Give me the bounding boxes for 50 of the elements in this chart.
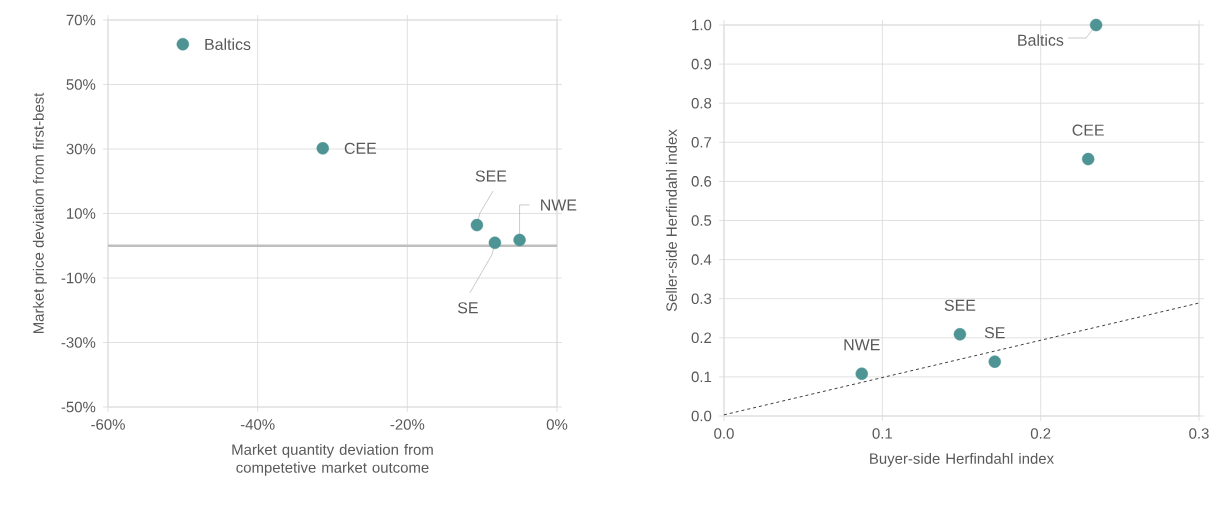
y-tick-label: -10% xyxy=(61,272,96,284)
y-tick-label: -30% xyxy=(61,337,96,348)
y-tick-label: 0.8 xyxy=(691,97,712,109)
y-tick-label: 0.0 xyxy=(691,410,712,422)
x-tick-label: -40% xyxy=(240,419,275,430)
annotation: Baltics xyxy=(205,38,251,51)
x-tick-label: 0.1 xyxy=(872,428,892,439)
y-tick-label: 0.9 xyxy=(691,58,712,70)
point xyxy=(488,236,502,250)
x-tick-label: 0.0 xyxy=(714,428,734,439)
point xyxy=(855,367,868,380)
y-tick-label: 0.5 xyxy=(691,215,712,226)
point xyxy=(988,355,1001,368)
y-axis-title: Seller-side Herfindahl index xyxy=(665,129,677,312)
point xyxy=(513,233,526,247)
x-tick-label: -60% xyxy=(91,419,125,430)
y-axis-title: Market price deviation from first-best xyxy=(32,92,47,334)
y-tick-label: 0.4 xyxy=(691,254,712,265)
y-tick-label: 70% xyxy=(66,14,96,26)
annotation: SE xyxy=(457,302,478,314)
point xyxy=(1089,18,1103,32)
point xyxy=(470,218,484,232)
y-tick-label: -50% xyxy=(61,401,96,413)
y-tick-label: 0.1 xyxy=(691,371,712,383)
annotation: NWE xyxy=(541,199,577,211)
x-tick-label: 0% xyxy=(546,419,568,430)
y-tick-label: 10% xyxy=(67,208,96,219)
annotation: NWE xyxy=(844,339,880,351)
point xyxy=(176,37,190,51)
x-axis-title: Buyer-side Herfindahl index xyxy=(870,452,1054,467)
point xyxy=(316,142,329,155)
x-tick-label: -20% xyxy=(390,419,425,430)
annotation: SEE xyxy=(944,299,976,311)
x-tick-label: 0.2 xyxy=(1030,428,1051,439)
y-tick-label: 0.3 xyxy=(691,293,712,304)
y-tick-label: 0.7 xyxy=(691,137,712,148)
x-axis-title: Market quantity deviation from competetive market outcome xyxy=(232,443,433,476)
annotation: CEE xyxy=(344,142,377,154)
y-tick-label: 30% xyxy=(66,143,96,155)
x-tick-label: 0.3 xyxy=(1189,428,1209,439)
annotation: Baltics xyxy=(1018,34,1064,46)
y-tick-label: 0.2 xyxy=(691,332,712,344)
annotation: SE xyxy=(984,327,1005,339)
annotation: SEE xyxy=(475,170,507,182)
annotation: CEE xyxy=(1072,124,1104,136)
point xyxy=(953,328,967,341)
y-tick-label: 0.6 xyxy=(691,176,712,187)
point xyxy=(1081,152,1095,166)
y-tick-label: 1.0 xyxy=(692,19,712,31)
y-tick-label: 50% xyxy=(66,79,96,90)
